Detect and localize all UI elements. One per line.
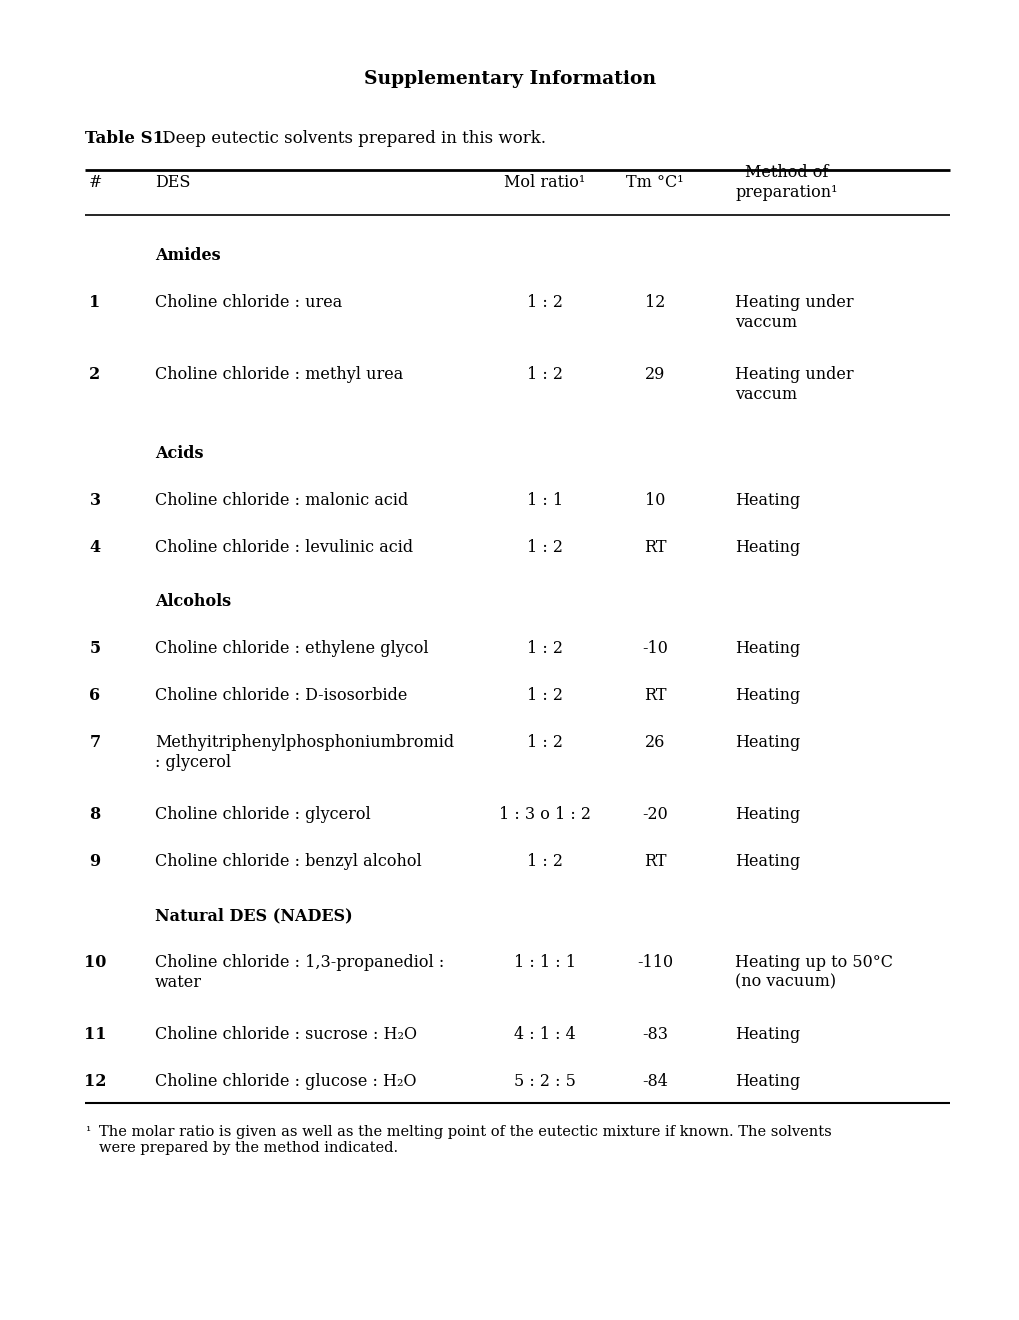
- Text: -83: -83: [641, 1026, 667, 1043]
- Text: Choline chloride : D-isosorbide: Choline chloride : D-isosorbide: [155, 686, 407, 704]
- Text: 1 : 2: 1 : 2: [527, 366, 562, 383]
- Text: 26: 26: [644, 734, 664, 751]
- Text: Tm °C¹: Tm °C¹: [626, 174, 683, 191]
- Text: Heating: Heating: [735, 539, 800, 556]
- Text: 5 : 2 : 5: 5 : 2 : 5: [514, 1073, 576, 1090]
- Text: Choline chloride : glycerol: Choline chloride : glycerol: [155, 807, 370, 822]
- Text: Choline chloride : glucose : H₂O: Choline chloride : glucose : H₂O: [155, 1073, 416, 1090]
- Text: 10: 10: [644, 492, 664, 510]
- Text: Heating under
vaccum: Heating under vaccum: [735, 366, 853, 403]
- Text: Heating: Heating: [735, 686, 800, 704]
- Text: The molar ratio is given as well as the melting point of the eutectic mixture if: The molar ratio is given as well as the …: [99, 1125, 830, 1155]
- Text: -10: -10: [641, 640, 667, 657]
- Text: 7: 7: [90, 734, 101, 751]
- Text: Alcohols: Alcohols: [155, 593, 231, 610]
- Text: 3: 3: [90, 492, 101, 510]
- Text: 1 : 1 : 1: 1 : 1 : 1: [514, 954, 576, 972]
- Text: 12: 12: [644, 294, 664, 312]
- Text: Choline chloride : 1,3-propanediol :
water: Choline chloride : 1,3-propanediol : wat…: [155, 954, 444, 990]
- Text: 1 : 2: 1 : 2: [527, 640, 562, 657]
- Text: Choline chloride : benzyl alcohol: Choline chloride : benzyl alcohol: [155, 853, 421, 870]
- Text: 6: 6: [90, 686, 101, 704]
- Text: Heating: Heating: [735, 1073, 800, 1090]
- Text: Heating: Heating: [735, 492, 800, 510]
- Text: 1 : 3 o 1 : 2: 1 : 3 o 1 : 2: [498, 807, 590, 822]
- Text: Mol ratio¹: Mol ratio¹: [503, 174, 585, 191]
- Text: 2: 2: [90, 366, 101, 383]
- Text: 1 : 1: 1 : 1: [527, 492, 562, 510]
- Text: Heating: Heating: [735, 640, 800, 657]
- Text: 1 : 2: 1 : 2: [527, 734, 562, 751]
- Text: Deep eutectic solvents prepared in this work.: Deep eutectic solvents prepared in this …: [157, 129, 545, 147]
- Text: Natural DES (NADES): Natural DES (NADES): [155, 907, 353, 924]
- Text: Heating: Heating: [735, 807, 800, 822]
- Text: Choline chloride : sucrose : H₂O: Choline chloride : sucrose : H₂O: [155, 1026, 417, 1043]
- Text: DES: DES: [155, 174, 191, 191]
- Text: Choline chloride : malonic acid: Choline chloride : malonic acid: [155, 492, 408, 510]
- Text: 5: 5: [90, 640, 101, 657]
- Text: Choline chloride : levulinic acid: Choline chloride : levulinic acid: [155, 539, 413, 556]
- Text: ¹: ¹: [85, 1125, 90, 1138]
- Text: RT: RT: [643, 539, 665, 556]
- Text: Method of
preparation¹: Method of preparation¹: [735, 164, 837, 201]
- Text: Heating: Heating: [735, 853, 800, 870]
- Text: 1: 1: [90, 294, 101, 312]
- Text: -20: -20: [642, 807, 667, 822]
- Text: -84: -84: [641, 1073, 667, 1090]
- Text: Choline chloride : methyl urea: Choline chloride : methyl urea: [155, 366, 403, 383]
- Text: 4: 4: [90, 539, 101, 556]
- Text: Acids: Acids: [155, 445, 204, 462]
- Text: -110: -110: [636, 954, 673, 972]
- Text: Methyitriphenylphosphoniumbromid
: glycerol: Methyitriphenylphosphoniumbromid : glyce…: [155, 734, 453, 771]
- Text: 29: 29: [644, 366, 664, 383]
- Text: 9: 9: [90, 853, 101, 870]
- Text: Table S1.: Table S1.: [85, 129, 170, 147]
- Text: Choline chloride : urea: Choline chloride : urea: [155, 294, 342, 312]
- Text: 1 : 2: 1 : 2: [527, 294, 562, 312]
- Text: RT: RT: [643, 853, 665, 870]
- Text: 4 : 1 : 4: 4 : 1 : 4: [514, 1026, 576, 1043]
- Text: Amides: Amides: [155, 247, 220, 264]
- Text: Heating: Heating: [735, 1026, 800, 1043]
- Text: 10: 10: [84, 954, 106, 972]
- Text: #: #: [89, 174, 102, 191]
- Text: 11: 11: [84, 1026, 106, 1043]
- Text: 8: 8: [90, 807, 101, 822]
- Text: Heating: Heating: [735, 734, 800, 751]
- Text: Choline chloride : ethylene glycol: Choline chloride : ethylene glycol: [155, 640, 428, 657]
- Text: 1 : 2: 1 : 2: [527, 539, 562, 556]
- Text: 1 : 2: 1 : 2: [527, 686, 562, 704]
- Text: 12: 12: [84, 1073, 106, 1090]
- Text: Heating under
vaccum: Heating under vaccum: [735, 294, 853, 330]
- Text: RT: RT: [643, 686, 665, 704]
- Text: Supplementary Information: Supplementary Information: [364, 70, 655, 88]
- Text: 1 : 2: 1 : 2: [527, 853, 562, 870]
- Text: Heating up to 50°C
(no vacuum): Heating up to 50°C (no vacuum): [735, 954, 892, 990]
